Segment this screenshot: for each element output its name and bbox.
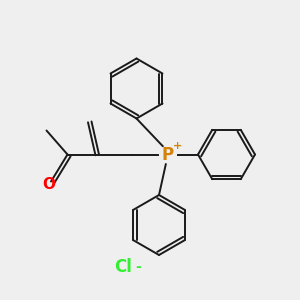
Text: -: - [135,260,141,274]
Circle shape [160,146,176,163]
Text: +: + [173,141,182,151]
Text: O: O [42,177,55,192]
Text: P: P [162,146,174,164]
Text: Cl: Cl [114,258,132,276]
